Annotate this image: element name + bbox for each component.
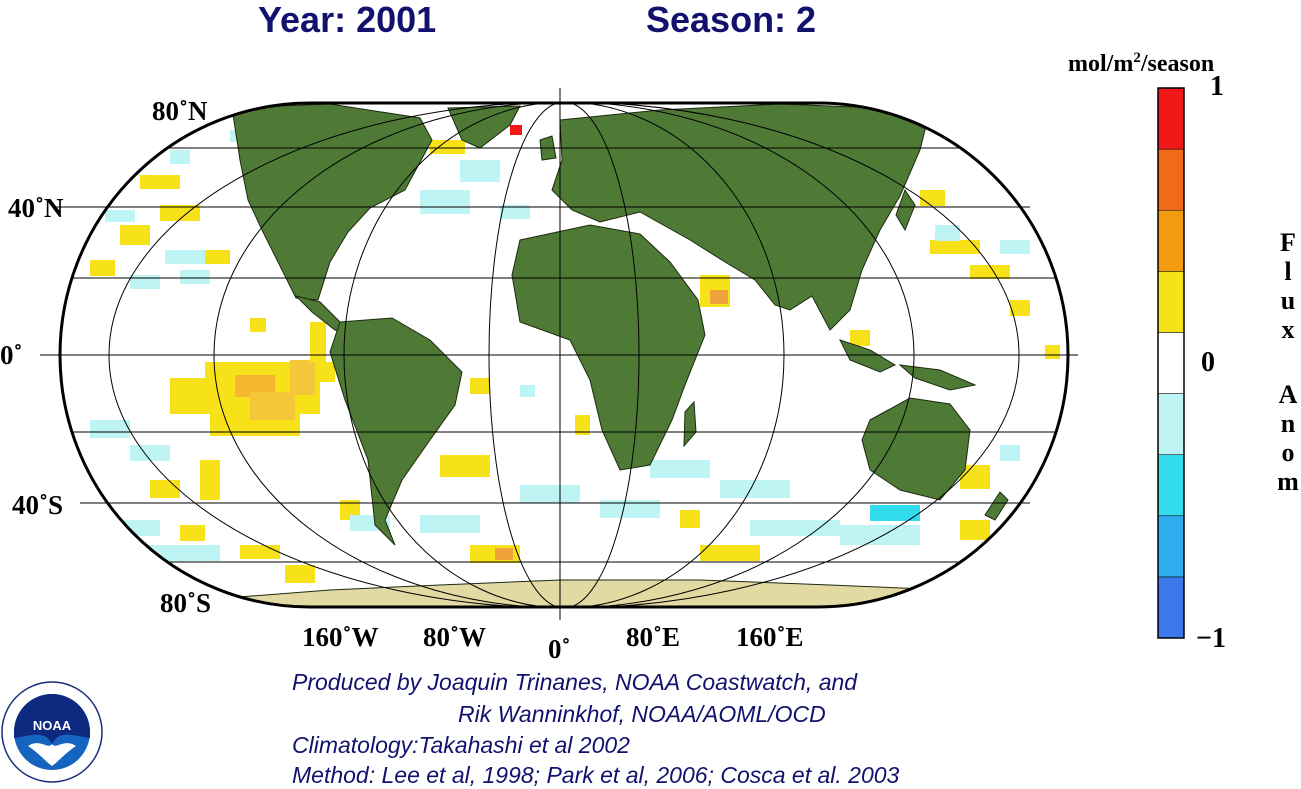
- colorbar-level: [1157, 148, 1185, 211]
- year-title: Year: 2001: [258, 0, 437, 40]
- lon-label-0: 0˚: [548, 634, 571, 664]
- credit-line-2: Rik Wanninkhof, NOAA/AOML/OCD: [458, 701, 826, 727]
- lat-label-40s: 40˚S: [12, 490, 64, 520]
- noaa-logo-text: NOAA: [33, 718, 72, 733]
- lon-label-80e: 80˚E: [626, 622, 680, 652]
- colorbar-level: [1157, 454, 1185, 517]
- lon-label-160w: 160˚W: [302, 622, 379, 652]
- colorbar-level: [1157, 209, 1185, 272]
- lat-label-0: 0˚: [0, 340, 23, 370]
- colorbar-mid-label: 0: [1201, 347, 1215, 378]
- season-title: Season: 2: [646, 0, 817, 40]
- colorbar-frame: [1157, 87, 1185, 639]
- credit-line-3: Climatology:Takahashi et al 2002: [292, 732, 630, 758]
- colorbar-max-label: 1: [1210, 71, 1224, 102]
- colorbar-level: [1157, 332, 1185, 394]
- lon-label-80w: 80˚W: [423, 622, 486, 652]
- credit-line-4: Method: Lee et al, 1998; Park et al, 200…: [292, 762, 900, 788]
- colorbar-level: [1157, 393, 1185, 455]
- colorbar: [1157, 87, 1185, 639]
- flux-anomaly-cells: [90, 125, 1060, 583]
- colorbar-level: [1157, 576, 1185, 639]
- map-area: [60, 103, 1068, 607]
- colorbar-level: [1157, 87, 1185, 150]
- lon-label-160e: 160˚E: [736, 622, 804, 652]
- colorbar-title-word1: F l u x: [1280, 228, 1296, 344]
- colorbar-level: [1157, 515, 1185, 578]
- lat-label-80s: 80˚S: [160, 588, 212, 618]
- colorbar-title-word2: A n o m: [1277, 380, 1299, 496]
- lat-label-40n: 40˚N: [8, 193, 64, 223]
- credit-line-1: Produced by Joaquin Trinanes, NOAA Coast…: [292, 669, 858, 695]
- lat-label-80n: 80˚N: [152, 96, 208, 126]
- colorbar-level: [1157, 271, 1185, 333]
- colorbar-unit: mol/m2/season: [1068, 50, 1215, 77]
- noaa-logo: NOAA: [1, 681, 103, 783]
- colorbar-min-label: −1: [1196, 623, 1226, 654]
